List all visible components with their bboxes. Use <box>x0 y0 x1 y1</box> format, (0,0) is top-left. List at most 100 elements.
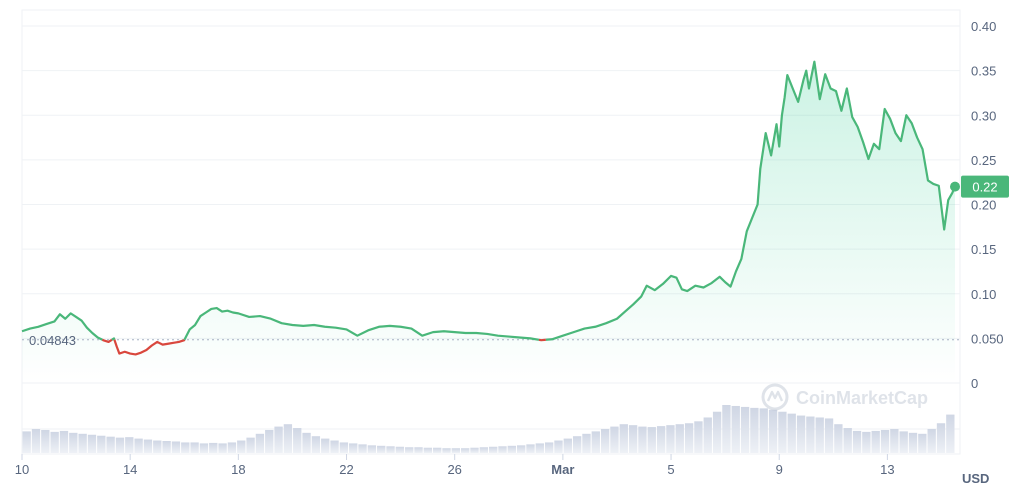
volume-bar <box>582 433 591 453</box>
y-tick-label: 0.35 <box>971 64 996 79</box>
volume-bar <box>97 435 106 453</box>
volume-bar <box>199 443 209 453</box>
volume-bar <box>666 425 675 453</box>
volume-bar <box>358 444 367 453</box>
volume-bar <box>59 430 69 453</box>
volume-bar <box>395 446 405 453</box>
volume-bar <box>871 430 880 453</box>
x-tick-label: 18 <box>231 462 245 477</box>
volume-bar <box>768 409 778 453</box>
volume-bar <box>656 426 666 453</box>
volume-bar <box>153 440 162 453</box>
volume-bar <box>498 446 507 453</box>
volume-bar <box>908 432 918 453</box>
volume-bar <box>516 445 526 453</box>
volume-bar <box>834 424 843 453</box>
volume-bar <box>274 426 283 453</box>
volume-bar <box>918 433 927 453</box>
volume-bar <box>330 440 339 453</box>
volume-bar <box>591 431 600 453</box>
volume-bar <box>106 436 115 453</box>
volume-bar <box>619 424 628 453</box>
volume-bar <box>265 429 274 453</box>
y-tick-label: 0.30 <box>971 108 996 123</box>
volume-bar <box>386 446 395 453</box>
volume-bar <box>722 405 731 453</box>
volume-bar <box>405 447 414 453</box>
volume-bar <box>470 447 479 453</box>
volume-bar <box>563 438 572 453</box>
y-tick-label: 0.050 <box>971 331 1004 346</box>
x-tick-label: 22 <box>339 462 353 477</box>
volume-bar <box>349 443 358 453</box>
volume-bar <box>433 447 442 453</box>
volume-bar <box>22 431 31 453</box>
volume-bar <box>367 445 377 453</box>
volume-bar <box>806 416 815 453</box>
watermark: CoinMarketCap <box>761 383 928 411</box>
volume-bar <box>628 425 638 453</box>
volume-bar <box>600 429 610 453</box>
x-tick-label: Mar <box>551 462 574 477</box>
x-tick-label: 10 <box>15 462 29 477</box>
volume-bar <box>778 411 787 453</box>
volume-bar <box>377 445 386 453</box>
volume-bar <box>125 437 134 453</box>
volume-bar <box>237 440 246 453</box>
volume-bars <box>22 405 955 453</box>
volume-bar <box>852 430 862 453</box>
volume-bar <box>815 417 824 453</box>
volume-bar <box>647 427 656 453</box>
volume-bar <box>461 448 470 453</box>
volume-bar <box>302 432 311 453</box>
y-tick-label: 0.20 <box>971 198 996 213</box>
x-tick-label: 14 <box>123 462 137 477</box>
volume-bar <box>115 437 125 453</box>
volume-bar <box>740 406 750 453</box>
volume-bar <box>712 411 722 453</box>
volume-bar <box>479 447 488 453</box>
volume-bar <box>936 423 946 453</box>
price-line-down <box>113 339 186 356</box>
y-tick-label: 0.10 <box>971 287 996 302</box>
current-price-badge-bg <box>961 175 1009 198</box>
volume-bar <box>526 444 535 453</box>
price-line <box>21 60 957 356</box>
volume-bar <box>796 415 806 453</box>
price-line-up <box>111 337 116 341</box>
volume-bar <box>638 426 647 453</box>
volume-bar <box>209 442 218 453</box>
volume-bar <box>414 447 423 453</box>
volume-bar <box>946 414 955 453</box>
volume-bar <box>675 424 684 453</box>
volume-bar <box>41 429 50 453</box>
volume-bar <box>190 442 199 453</box>
y-tick-label: 0.25 <box>971 153 996 168</box>
volume-bar <box>162 441 171 453</box>
volume-bar <box>87 434 97 453</box>
watermark-text: CoinMarketCap <box>796 388 928 408</box>
volume-bar <box>255 433 265 453</box>
volume-bar <box>50 431 59 453</box>
volume-bar <box>572 436 582 453</box>
x-axis: 10 14 18 22 26 Mar 5 9 13 <box>15 454 895 477</box>
volume-bar <box>554 440 563 453</box>
y-tick-label: 0 <box>971 376 978 391</box>
volume-bar <box>227 442 237 453</box>
volume-bar <box>862 431 871 453</box>
volume-bar <box>759 408 768 453</box>
volume-bar <box>311 436 321 453</box>
volume-bar <box>787 413 796 453</box>
volume-bar <box>246 437 255 453</box>
volume-bar <box>544 442 554 453</box>
volume-bar <box>731 405 740 453</box>
volume-bar <box>69 432 78 453</box>
currency-label: USD <box>962 471 989 486</box>
volume-bar <box>134 438 143 453</box>
x-tick-label: 13 <box>880 462 894 477</box>
volume-bar <box>535 443 544 453</box>
volume-bar <box>890 429 899 453</box>
volume-bar <box>143 439 153 453</box>
price-line-down <box>101 338 113 344</box>
